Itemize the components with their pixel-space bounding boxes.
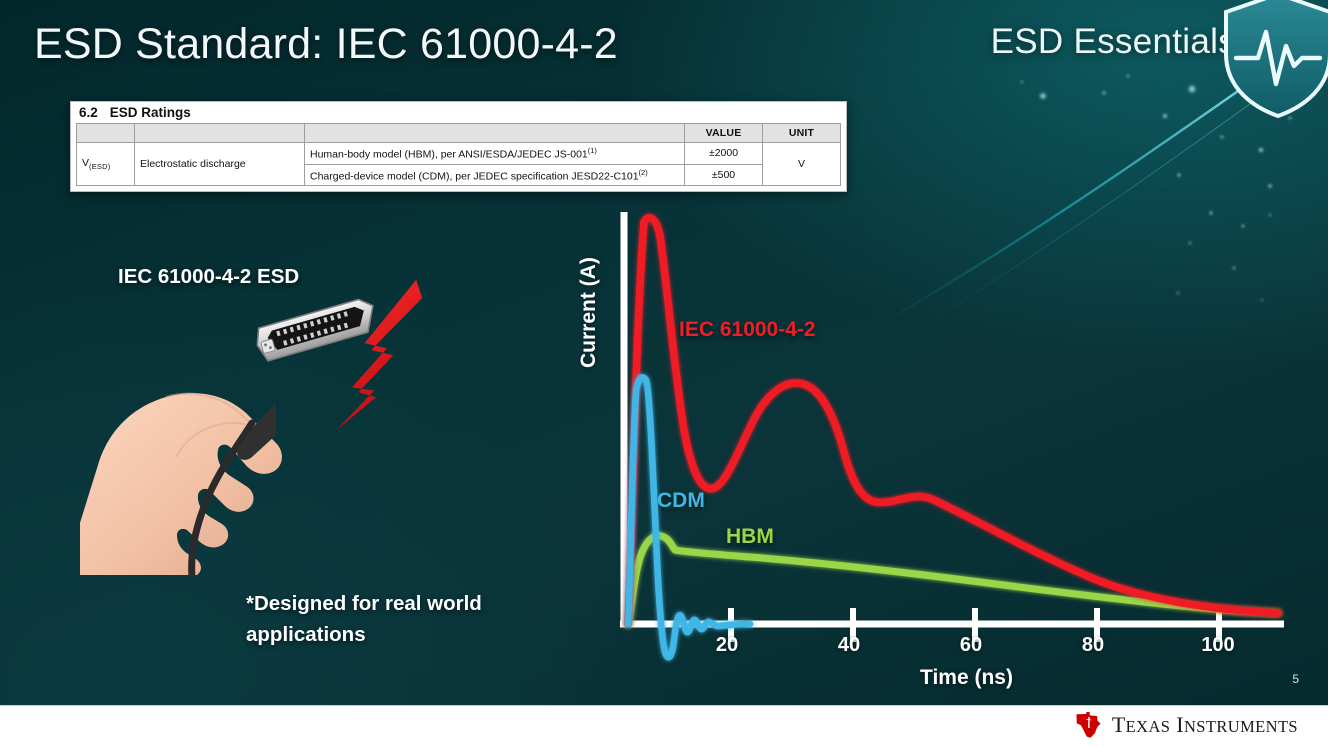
table-header-blank-3 (304, 123, 685, 143)
series-hbm-line (624, 532, 1282, 628)
footnote-marker: (1) (587, 146, 597, 155)
cable-boot (237, 403, 276, 460)
esd-waveform-chart (620, 212, 1284, 661)
brand-label: ESD Essentials (990, 22, 1236, 61)
table-header-value: VALUE (684, 123, 763, 143)
description-text: Charged-device model (CDM), per JEDEC sp… (310, 170, 639, 182)
company-name: T​Texas InstrumentsTEXAS INSTRUMENTS (1111, 712, 1298, 737)
table-caption-text: ESD Ratings (109, 105, 191, 120)
x-tick-label-60: 60 (959, 634, 983, 656)
table-caption: 6.2 ESD Ratings (71, 102, 846, 123)
x-tick-label-40: 40 (837, 634, 861, 656)
table-header-row: VALUE UNIT (76, 123, 841, 143)
cell-unit: V (762, 142, 841, 186)
table-header-unit: UNIT (762, 123, 841, 143)
lightning-bolt-icon (336, 279, 423, 430)
table-row: Charged-device model (CDM), per JEDEC sp… (77, 163, 841, 186)
slide-footer: T​Texas InstrumentsTEXAS INSTRUMENTS (0, 705, 1328, 746)
cell-parameter: Electrostatic discharge (134, 142, 305, 186)
page-title: ESD Standard: IEC 61000-4-2 (34, 20, 618, 68)
hdmi-connector-icon (256, 298, 374, 362)
illustration-label: IEC 61000-4-2 ESD (118, 265, 300, 288)
hand-hdmi-illustration (80, 279, 423, 575)
shield-pulse-icon (1218, 0, 1328, 120)
symbol-base: V (82, 156, 90, 169)
cell-symbol: V(ESD) (76, 142, 135, 186)
cell-description: Charged-device model (CDM), per JEDEC sp… (304, 163, 685, 186)
table-row: V(ESD) Electrostatic discharge Human-bod… (76, 142, 841, 186)
x-tick-label-80: 80 (1081, 634, 1105, 656)
table-header-blank-2 (134, 123, 305, 143)
texas-instruments-logo: T​Texas InstrumentsTEXAS INSTRUMENTS (1073, 710, 1298, 740)
symbol-subscript: (ESD) (89, 162, 111, 172)
series-label-hbm: HBM (726, 525, 774, 548)
series-cdm-line (624, 374, 754, 661)
note-text: *Designed for real world applications (246, 592, 482, 647)
series-label-cdm: CDM (657, 489, 705, 512)
series-iec-line (624, 213, 1282, 628)
table-caption-number: 6.2 (79, 105, 98, 120)
cable-shape (188, 419, 256, 575)
series-label-iec: IEC 61000-4-2 (679, 318, 816, 341)
x-tick-label-20: 20 (715, 634, 739, 656)
footnote-marker: (2) (638, 167, 648, 177)
chart-x-axis-label: Time (ns) (920, 666, 1013, 689)
texas-state-outline-icon (1076, 712, 1101, 738)
cell-value: ±500 (684, 163, 763, 186)
x-tick-label-100: 100 (1201, 634, 1235, 656)
esd-ratings-table: 6.2 ESD Ratings VALUE UNIT V(ESD) Electro… (70, 101, 847, 192)
page-number: 5 (1292, 672, 1299, 686)
description-text: Human-body model (HBM), per ANSI/ESDA/JE… (310, 148, 588, 161)
cell-description: Human-body model (HBM), per ANSI/ESDA/JE… (304, 142, 685, 165)
cell-value: ±2000 (684, 142, 763, 165)
table-header-blank-1 (76, 123, 135, 143)
